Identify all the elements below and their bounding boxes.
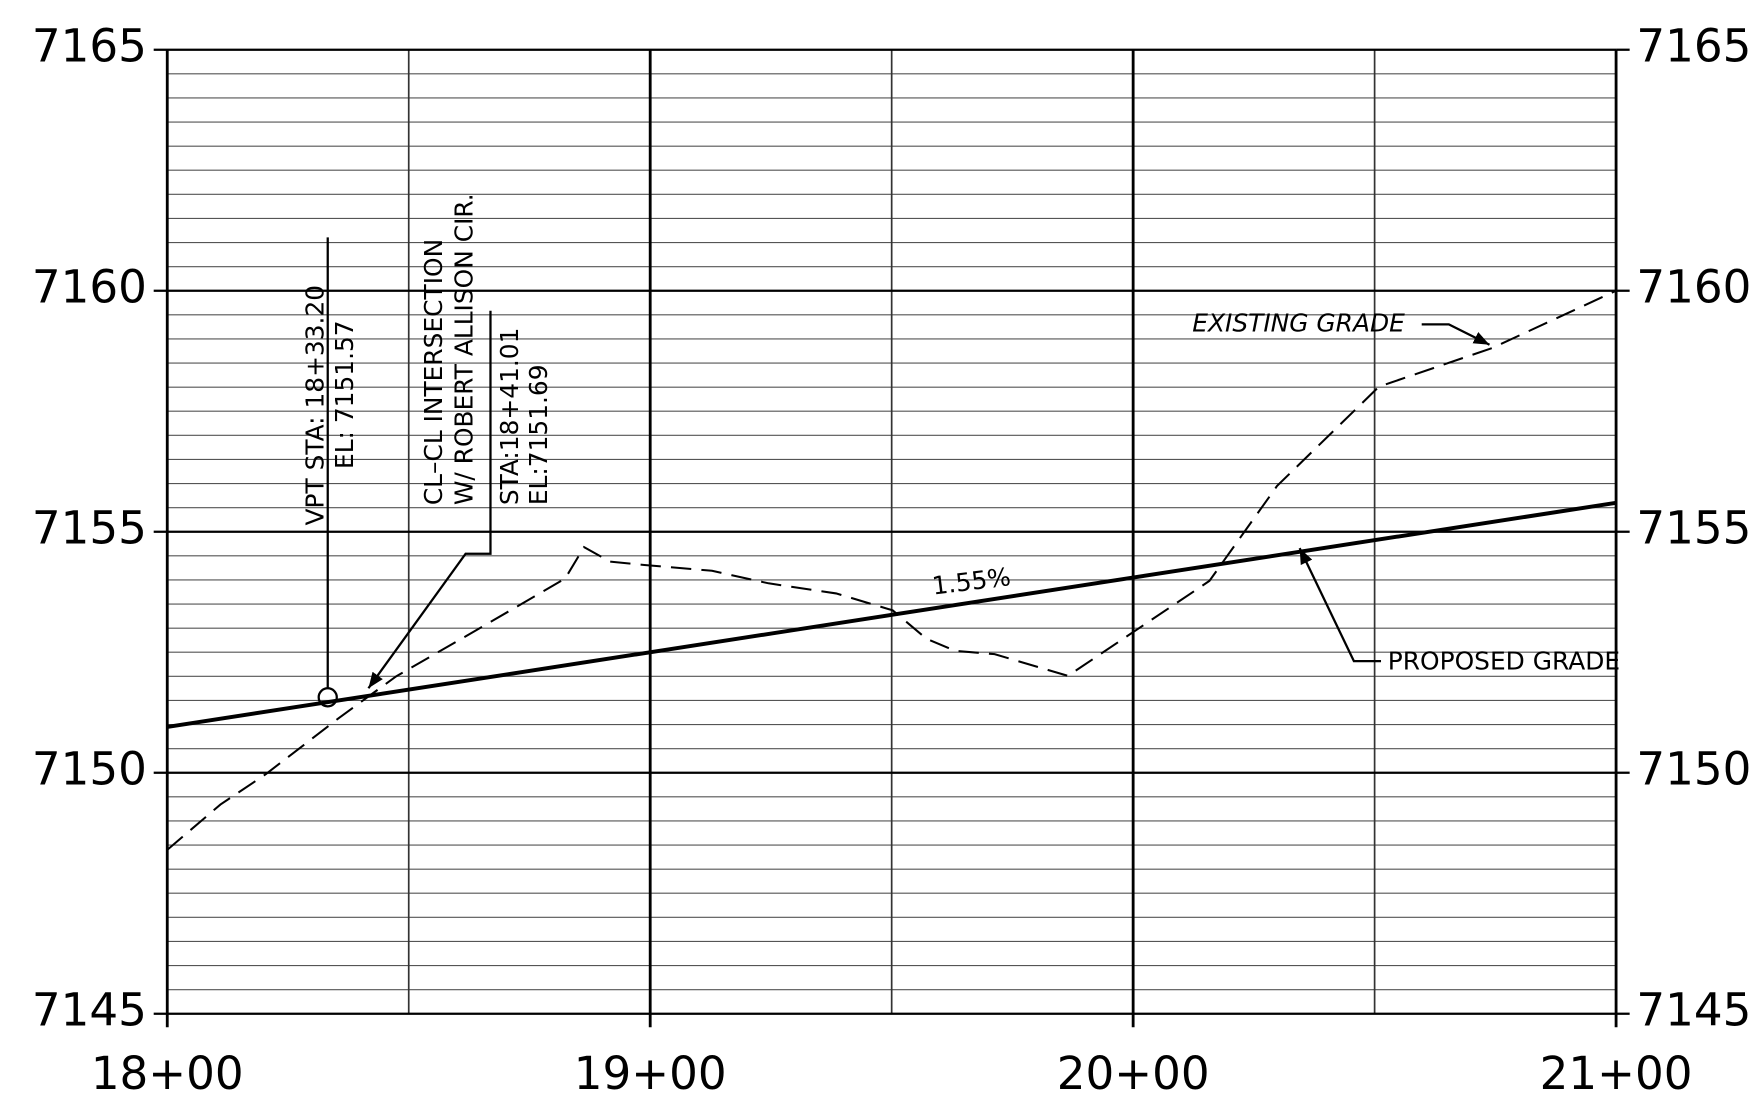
series	[166, 289, 1617, 851]
y2-tick-label: 7145	[1636, 984, 1751, 1037]
annotation: W/ ROBERT ALLISON CIR.	[450, 193, 479, 505]
annotation: CL–CL INTERSECTION	[419, 239, 448, 505]
y2-tick-label: 7150	[1636, 743, 1751, 796]
y-tick-label: 7165	[32, 20, 147, 73]
vpt-marker	[317, 687, 338, 708]
x-tick-label: 19+00	[574, 1047, 727, 1100]
annotation: VPT STA: 18+33.20	[300, 285, 329, 526]
y-tick-label: 7150	[32, 743, 147, 796]
y-tick-label: 7145	[32, 984, 147, 1037]
proposed-leader	[1298, 547, 1382, 663]
proposed-grade-line	[166, 500, 1617, 729]
y-tick-label: 7155	[32, 502, 147, 555]
intersection-leader	[367, 310, 492, 689]
y2-tick-label: 7160	[1636, 261, 1751, 314]
annotation: 1.55%	[930, 562, 1012, 600]
annotation: EL:7151.69	[524, 364, 553, 505]
x-tick-label: 18+00	[91, 1047, 244, 1100]
x-tick-label: 20+00	[1057, 1047, 1210, 1100]
y2-tick-label: 7165	[1636, 20, 1751, 73]
y-tick-label: 7160	[32, 261, 147, 314]
y2-tick-label: 7155	[1636, 502, 1751, 555]
x-tick-label: 21+00	[1540, 1047, 1693, 1100]
annotation: EL: 7151.57	[330, 320, 359, 469]
annotation: EXISTING GRADE	[1192, 308, 1405, 337]
annotation: PROPOSED GRADE	[1388, 646, 1620, 675]
existing-leader	[1421, 323, 1491, 346]
annotation: STA:18+41.01	[495, 328, 524, 506]
annotations: VPT STA: 18+33.20 EL: 7151.57 CL–CL INTE…	[300, 193, 1620, 708]
grid: 7145 7150 7155 7160 7165 7145 7150 7155 7160 7165…	[32, 20, 1752, 1100]
existing-grade-line	[166, 289, 1617, 851]
